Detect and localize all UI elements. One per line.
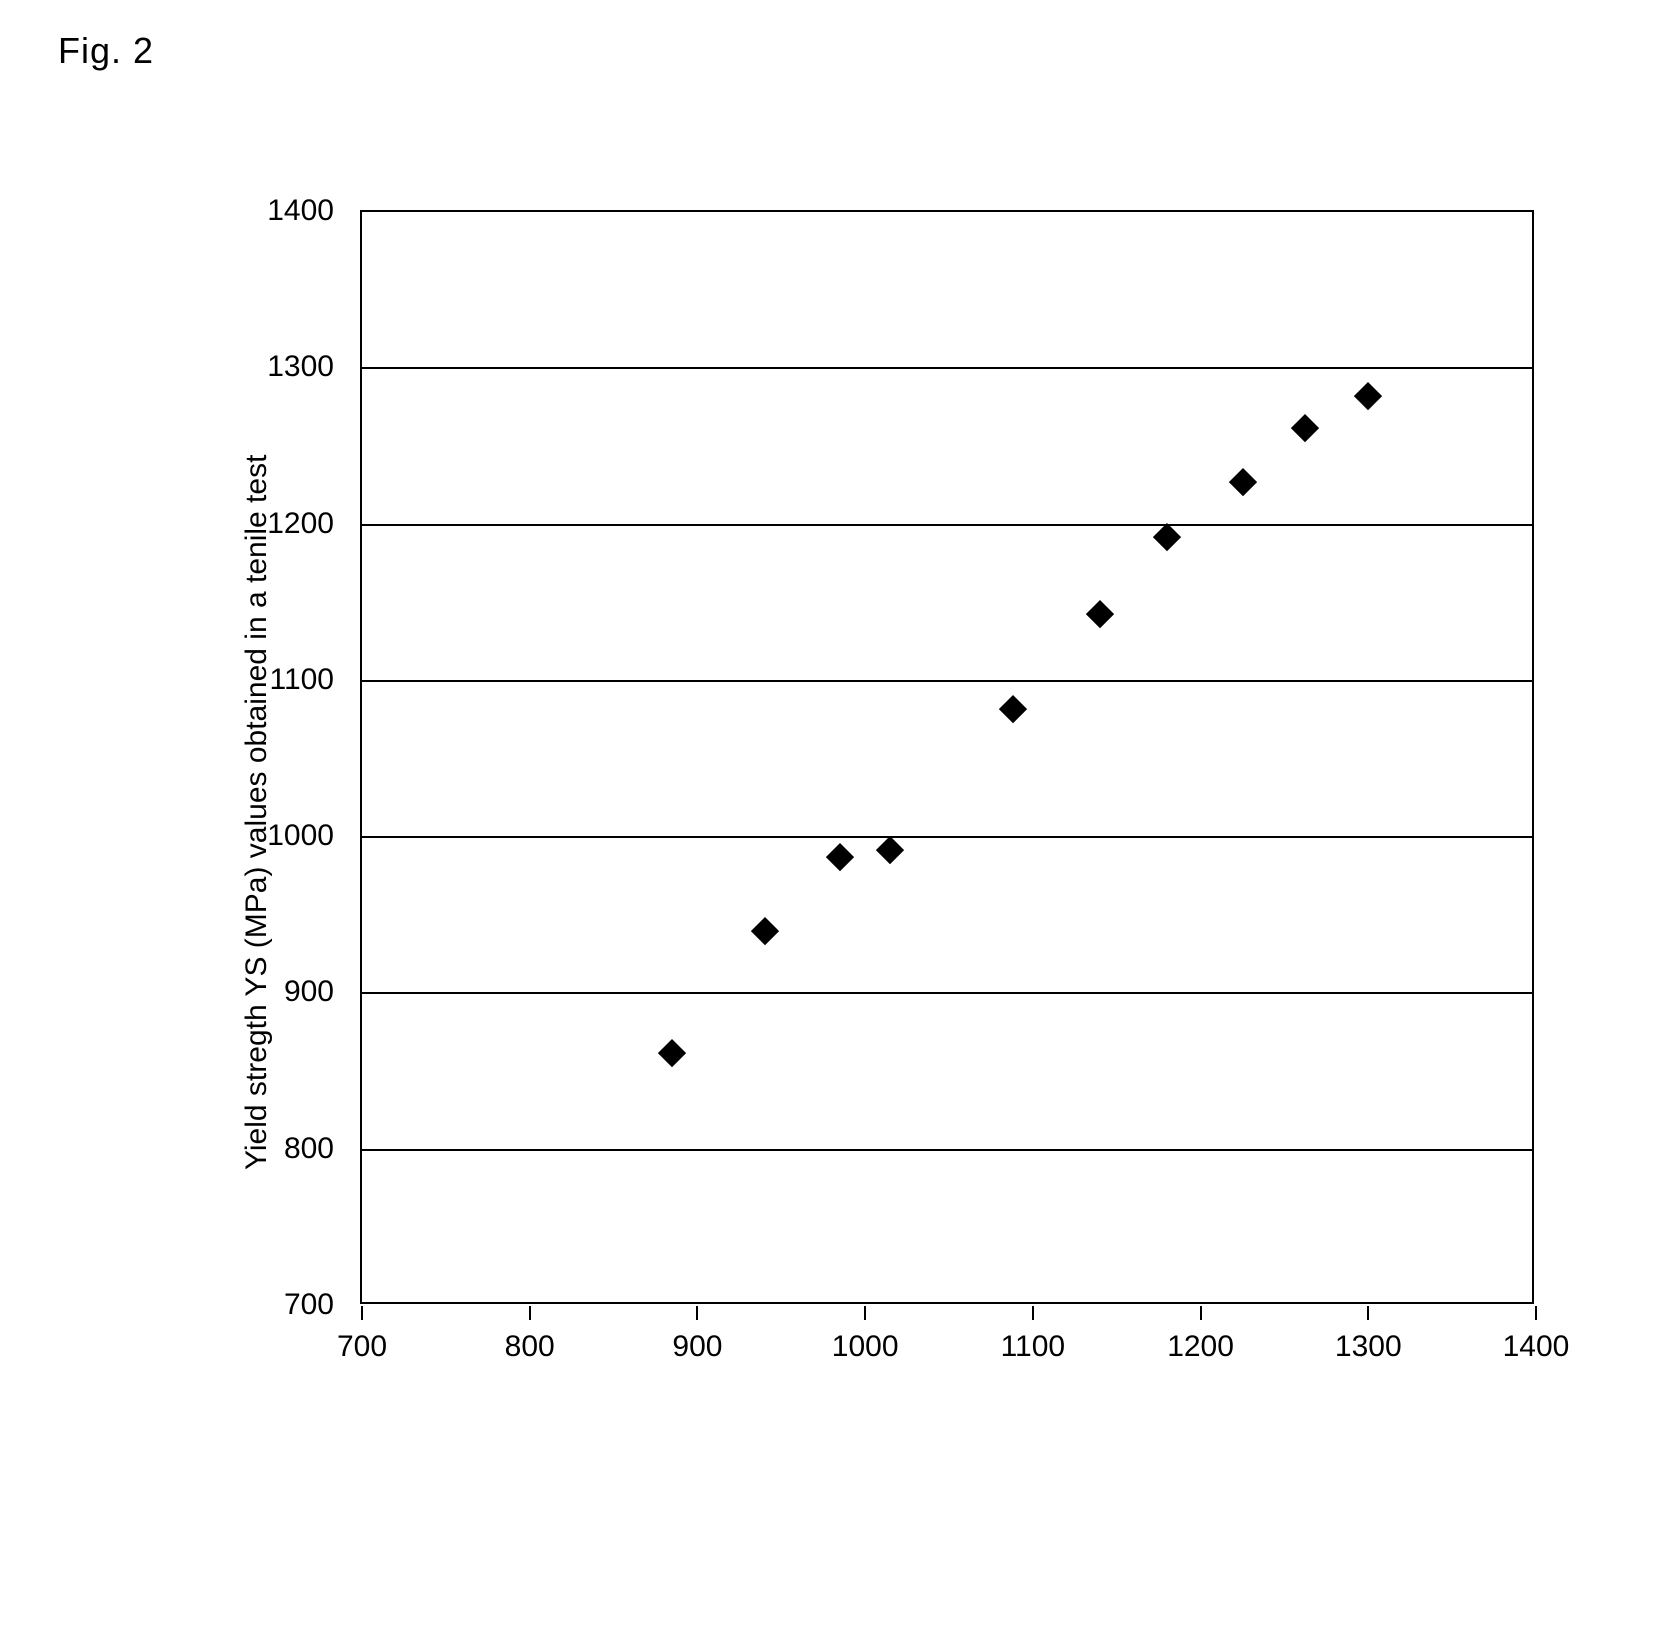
plot-area: 7008009001000110012001300140070080090010…: [360, 210, 1534, 1304]
data-point: [1229, 468, 1257, 496]
x-tick-mark: [696, 1306, 698, 1320]
y-axis-label: Yield stregth YS (MPa) values obtained i…: [240, 454, 274, 1169]
data-point: [876, 836, 904, 864]
y-tick-label: 700: [284, 1288, 334, 1322]
gridline: [362, 680, 1532, 682]
x-tick-mark: [529, 1306, 531, 1320]
x-tick-label: 1400: [1503, 1330, 1570, 1364]
x-tick-label: 1200: [1167, 1330, 1234, 1364]
data-point: [1291, 414, 1319, 442]
x-tick-label: 700: [337, 1330, 387, 1364]
y-tick-label: 1200: [267, 507, 334, 541]
y-tick-label: 900: [284, 975, 334, 1009]
figure-label: Fig. 2: [58, 30, 154, 72]
y-tick-label: 1300: [267, 350, 334, 384]
data-point: [826, 843, 854, 871]
gridline: [362, 367, 1532, 369]
x-tick-label: 900: [672, 1330, 722, 1364]
x-tick-label: 800: [505, 1330, 555, 1364]
x-tick-mark: [864, 1306, 866, 1320]
x-tick-mark: [1367, 1306, 1369, 1320]
x-tick-mark: [1535, 1306, 1537, 1320]
y-tick-label: 1400: [267, 194, 334, 228]
x-tick-mark: [1032, 1306, 1034, 1320]
data-point: [751, 917, 779, 945]
data-point: [1153, 523, 1181, 551]
y-tick-label: 1000: [267, 819, 334, 853]
x-tick-label: 1300: [1335, 1330, 1402, 1364]
data-point: [999, 695, 1027, 723]
data-point: [1086, 600, 1114, 628]
y-tick-label: 1100: [269, 663, 334, 697]
gridline: [362, 1149, 1532, 1151]
x-tick-label: 1100: [1001, 1330, 1066, 1364]
data-point: [658, 1039, 686, 1067]
x-tick-label: 1000: [832, 1330, 899, 1364]
x-tick-mark: [361, 1306, 363, 1320]
x-tick-mark: [1200, 1306, 1202, 1320]
data-point: [1354, 382, 1382, 410]
y-tick-label: 800: [284, 1132, 334, 1166]
gridline: [362, 992, 1532, 994]
gridline: [362, 524, 1532, 526]
gridline: [362, 836, 1532, 838]
